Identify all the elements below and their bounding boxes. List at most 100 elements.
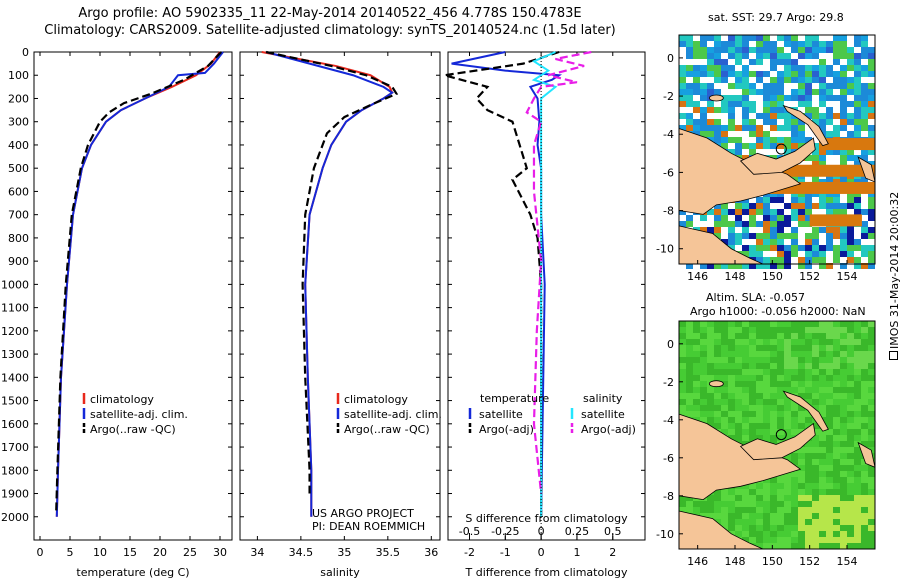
sst-map-cell — [868, 47, 875, 53]
sla-map-cell — [819, 369, 826, 375]
sla-map-cell — [819, 375, 826, 381]
sla-map-cell — [763, 501, 770, 507]
credit-line1: US ARGO PROJECT — [312, 507, 414, 520]
sst-map-cell — [833, 245, 840, 251]
sla-map-cell — [784, 363, 791, 369]
sla-map-cell — [770, 345, 777, 351]
sla-map-cell — [847, 351, 854, 357]
sst-map-cell — [770, 197, 777, 203]
sst-map-cell — [840, 203, 847, 209]
sst-map-cell — [749, 197, 756, 203]
sla-map-cell — [798, 393, 805, 399]
sst-map-cell — [770, 113, 777, 119]
sla-map-cell — [840, 495, 847, 501]
sst-map-cell — [861, 89, 868, 95]
sst-map-cell — [742, 77, 749, 83]
sst-map-cell — [728, 215, 735, 221]
sst-map-cell — [784, 203, 791, 209]
sla-map-cell — [777, 417, 784, 423]
sla-map-cell — [791, 483, 798, 489]
sla-map-cell — [749, 519, 756, 525]
sst-map-cell — [700, 53, 707, 59]
sla-map-cell — [784, 489, 791, 495]
sla-map-cell — [854, 483, 861, 489]
sla-map-cell — [847, 519, 854, 525]
sla-map-cell — [784, 381, 791, 387]
sst-map-cell — [756, 77, 763, 83]
sst-map-cell — [700, 107, 707, 113]
sst-map-cell — [833, 263, 840, 269]
sla-map-cell — [714, 411, 721, 417]
sla-map-cell — [679, 339, 686, 345]
sla-map-cell — [770, 321, 777, 327]
sla-map-cell — [763, 399, 770, 405]
sst-map-cell — [735, 209, 742, 215]
sst-map-cell — [763, 143, 770, 149]
sst-map-cell — [861, 119, 868, 125]
sst-map-cell — [847, 191, 854, 197]
sla-map-cell — [847, 465, 854, 471]
sst-map-cell — [763, 119, 770, 125]
sst-map-cell — [840, 83, 847, 89]
sla-map-cell — [721, 381, 728, 387]
sla-map-cell — [868, 411, 875, 417]
sla-map-cell — [707, 351, 714, 357]
sla-map-cell — [791, 387, 798, 393]
sst-map-cell — [847, 101, 854, 107]
sst-map-cell — [847, 95, 854, 101]
sla-map-cell — [798, 417, 805, 423]
sla-map-cell — [826, 471, 833, 477]
sst-map-cell — [728, 113, 735, 119]
sla-map-cell — [819, 507, 826, 513]
sst-map-cell — [777, 203, 784, 209]
sla-map-cell — [805, 357, 812, 363]
sst-map-cell — [735, 227, 742, 233]
sst-map-cell — [868, 53, 875, 59]
sla-map-cell — [777, 351, 784, 357]
sst-map-cell — [686, 101, 693, 107]
sla-map-cell — [791, 357, 798, 363]
sla-map-cell — [756, 357, 763, 363]
sst-map-cell — [763, 107, 770, 113]
sst-map-cell — [707, 209, 714, 215]
sla-map-cell — [840, 483, 847, 489]
sla-map-cell — [714, 489, 721, 495]
sla-map-cell — [826, 459, 833, 465]
sst-map-cell — [728, 71, 735, 77]
sst-map-cell — [700, 119, 707, 125]
sla-map-cell — [861, 387, 868, 393]
sla-map-cell — [735, 525, 742, 531]
sla-map-cell — [826, 393, 833, 399]
sst-map-cell — [812, 101, 819, 107]
sla-map-cell — [840, 429, 847, 435]
sla-map-cell — [847, 333, 854, 339]
sla-map-cell — [868, 339, 875, 345]
sst-map-cell — [812, 89, 819, 95]
sst-map-cell — [798, 53, 805, 59]
sst-map-cell — [805, 71, 812, 77]
sla-map-cell — [840, 405, 847, 411]
sla-map-cell — [861, 363, 868, 369]
temperature-profile-xtick-label: 25 — [183, 546, 197, 559]
sla-map-cell — [728, 411, 735, 417]
sst-map-cell — [756, 233, 763, 239]
sst-map-cell — [749, 113, 756, 119]
sla-map-cell — [805, 495, 812, 501]
sla-map-cell — [763, 393, 770, 399]
sla-map-cell — [777, 333, 784, 339]
sst-map-cell — [868, 221, 875, 227]
sst-map-cell — [693, 125, 700, 131]
sst-map-cell — [840, 245, 847, 251]
sla-map-cell — [812, 501, 819, 507]
sst-map-cell — [707, 131, 714, 137]
diff-legend-title-temperature: temperature — [480, 392, 549, 405]
sla-map-cell — [721, 513, 728, 519]
sst-map-cell — [728, 263, 735, 269]
sla-map-cell — [861, 393, 868, 399]
sst-map-cell — [798, 251, 805, 257]
sla-map-cell — [735, 495, 742, 501]
sla-map-cell — [742, 537, 749, 543]
difference-profile-series-salinity-argo-adj- — [525, 50, 592, 494]
sla-map-cell — [749, 507, 756, 513]
sst-map-cell — [735, 215, 742, 221]
